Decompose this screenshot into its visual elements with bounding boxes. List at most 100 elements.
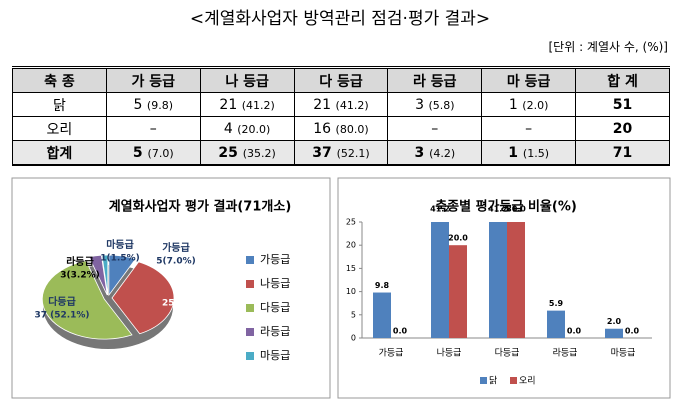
table-cell: 51	[575, 92, 670, 117]
value-label: 41.2	[430, 205, 450, 214]
table-cell: 37 (52.1)	[293, 140, 389, 166]
chart-title: 축종별 평가등급 비율(%)	[435, 199, 577, 215]
value-label: 0.0	[393, 327, 408, 336]
x-tick-label: 라등급	[553, 348, 578, 359]
slice-label: 3(3.2%)	[60, 271, 99, 281]
pie-slice	[41, 260, 133, 340]
table-cell: 1 (1.5)	[481, 140, 577, 166]
cell-count: 21	[313, 96, 332, 113]
legend-swatch	[510, 377, 517, 384]
cell-count: 5	[132, 144, 143, 161]
table-cell: 16 (80.0)	[293, 116, 389, 141]
slice-label: 5(7.0%)	[156, 257, 195, 267]
cell-count: 20	[612, 120, 633, 137]
bar	[605, 328, 623, 338]
table-cell: 21 (41.2)	[293, 92, 389, 117]
table-cell: 3 (4.2)	[387, 140, 483, 166]
y-tick-label: 15	[346, 264, 356, 273]
x-tick-label: 마등급	[611, 348, 636, 359]
slice-category: 마등급	[106, 238, 134, 251]
row-label: 합계	[12, 140, 107, 166]
bar	[431, 222, 449, 338]
chart-title: 계열화사업자 평가 결과(71개소)	[109, 199, 292, 215]
pie-slice	[111, 261, 175, 335]
cell-count: 4	[223, 120, 233, 137]
header-cell: 나 등급	[199, 66, 295, 93]
cell-count: 3	[415, 96, 424, 113]
bar	[449, 245, 467, 338]
cell-pct: (80.0)	[335, 122, 369, 136]
cell-count: 3	[414, 144, 425, 161]
y-tick-label: 25	[346, 218, 356, 227]
table-cell: 25 (35.2)	[199, 140, 295, 166]
table-cell: 71	[575, 140, 670, 166]
legend-swatch	[246, 256, 254, 264]
legend-label: 다등급	[260, 301, 290, 314]
cell-pct: (5.8)	[428, 98, 455, 112]
slice-label: 1(1.5%)	[100, 254, 139, 264]
bar	[507, 222, 525, 338]
legend-label: 가등급	[260, 253, 290, 266]
cell-pct: (2.0)	[522, 98, 549, 112]
header-cell: 라 등급	[387, 66, 483, 93]
title: <계열화사업자 방역관리 점검·평가 결과>	[189, 9, 491, 29]
cell-count: 1	[508, 96, 518, 113]
cell-pct: (4.2)	[429, 146, 456, 160]
cell-pct: (7.0)	[147, 146, 174, 160]
table-cell: 21 (41.2)	[199, 92, 295, 117]
cell-pct: (52.1)	[336, 146, 370, 160]
value-label: 0.0	[625, 327, 640, 336]
bar	[373, 292, 391, 338]
slice-category: 가등급	[162, 241, 190, 254]
table-cell: 5 (7.0)	[105, 140, 201, 166]
y-tick-label: 0	[351, 334, 356, 343]
unit-note: [단위 : 계열사 수, (%)]	[548, 40, 669, 54]
cell-pct: (1.5)	[522, 146, 549, 160]
slice-category: 라등급	[66, 255, 94, 268]
table-cell: 20	[575, 116, 670, 141]
cell-pct: (20.0)	[237, 122, 271, 136]
cell-count: 16	[313, 120, 332, 137]
value-label: 41.2	[488, 205, 508, 214]
row-label: 닭	[12, 92, 107, 117]
value-label: 20.0	[448, 234, 468, 243]
value-label: 80.0	[506, 205, 526, 214]
x-tick-label: 가등급	[379, 348, 404, 359]
slice-category: 다등급	[48, 295, 76, 308]
header-cell: 합 계	[575, 66, 670, 93]
cell-count: –	[431, 120, 439, 137]
x-tick-label: 다등급	[495, 348, 520, 359]
cell-count: 5	[133, 96, 143, 113]
header-cell: 다 등급	[293, 66, 389, 93]
legend-label: 마등급	[260, 349, 290, 362]
legend-swatch	[246, 352, 254, 360]
value-label: 9.8	[375, 281, 390, 290]
value-label: 2.0	[607, 317, 622, 326]
table-row: 오리 –4 (20.0) 16 (80.0) – –20	[12, 116, 670, 141]
plot	[373, 222, 623, 338]
cell-pct: (41.2)	[335, 98, 369, 112]
cell-count: 51	[612, 96, 633, 113]
y-tick-label: 10	[346, 287, 356, 296]
bar	[489, 222, 507, 338]
row-label: 오리	[12, 116, 107, 141]
pie-slice	[108, 254, 137, 297]
cell-count: 25	[218, 144, 238, 161]
legend-swatch	[480, 377, 487, 384]
header-cell: 축 종	[12, 66, 107, 93]
pie-slice	[88, 254, 108, 296]
y-tick-label: 20	[346, 241, 356, 250]
legend-label: 라등급	[260, 325, 290, 338]
y-tick-label: 5	[351, 310, 356, 319]
cell-pct: (35.2)	[242, 146, 276, 160]
cell-count: 37	[312, 144, 332, 161]
table-row: 합계 5 (7.0) 25 (35.2) 37 (52.1) 3 (4.2) 1 (1.5…	[12, 140, 670, 166]
legend-label: 오리	[519, 376, 536, 387]
value-label: 0.0	[567, 327, 582, 336]
bar	[547, 310, 565, 338]
legend-swatch	[246, 328, 254, 336]
